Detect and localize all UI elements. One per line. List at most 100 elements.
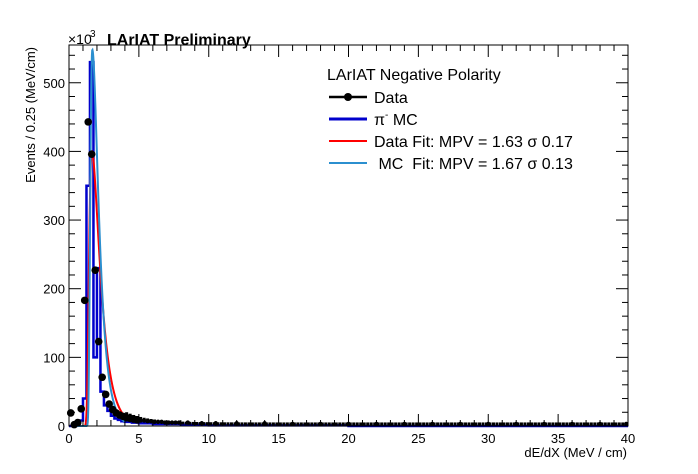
data-point-tail [264, 422, 268, 426]
data-point-tail [191, 421, 195, 425]
data-point-tail [481, 422, 485, 426]
data-point-tail [250, 422, 254, 426]
data-point-tail [369, 422, 373, 426]
data-point-tail [488, 422, 492, 426]
data-point-tail [603, 422, 607, 426]
data-point-tail [282, 422, 286, 426]
chart-header: LArIAT Preliminary [107, 32, 251, 49]
data-point-tail [338, 422, 342, 426]
data-point-tail [397, 422, 401, 426]
x-tick-label: 5 [135, 431, 142, 446]
data-point-tail [268, 422, 272, 426]
data-point-tail [359, 422, 363, 426]
data-point-tail [320, 422, 324, 426]
data-point-tail [198, 422, 202, 426]
y-tick-label: 400 [43, 144, 65, 159]
data-point-tail [142, 417, 146, 421]
data-point-tail [174, 421, 178, 425]
data-point-tail [362, 422, 366, 426]
data-point-tail [153, 419, 157, 423]
data-point-tail [327, 422, 331, 426]
data-point-tail [261, 422, 265, 426]
data-point [80, 296, 89, 305]
x-tick-label: 40 [621, 431, 635, 446]
legend-mc-fit-label: MC Fit: MPV = 1.67 σ 0.13 [374, 156, 573, 173]
data-point-tail [226, 422, 230, 426]
data-point-tail [373, 422, 377, 426]
data-point-tail [478, 422, 482, 426]
data-point-tail [464, 422, 468, 426]
data-point-tail [313, 422, 317, 426]
data-point-tail [352, 422, 356, 426]
data-point-tail [195, 421, 199, 425]
data-point-tail [222, 422, 226, 426]
data-point-tail [614, 422, 618, 426]
data-point-tail [348, 422, 352, 426]
data-point-tail [278, 422, 282, 426]
legend-entry-data-fit: Data Fit: MPV = 1.63 σ 0.17 [329, 134, 573, 151]
data-point-tail [540, 422, 544, 426]
data-point-tail [512, 422, 516, 426]
data-point-tail [146, 418, 150, 422]
x-tick-label: 25 [411, 431, 425, 446]
data-point-tail [429, 422, 433, 426]
data-point-tail [460, 422, 464, 426]
data-point-tail [418, 422, 422, 426]
x-axis-tick-labels: 0 5 10 15 20 25 30 35 40 [65, 431, 635, 446]
data-point-tail [523, 422, 527, 426]
data-point-tail [247, 422, 251, 426]
data-point-tail [607, 422, 611, 426]
data-point-tail [128, 413, 132, 417]
y-tick-label: 200 [43, 282, 65, 297]
legend-mc-label: π- MC [374, 110, 418, 129]
data-point-tail [408, 422, 412, 426]
data-point-tail [156, 419, 160, 423]
data-point-tail [547, 422, 551, 426]
data-point-tail [624, 422, 628, 426]
data-point-tail [184, 421, 188, 425]
data-point-tail [537, 422, 541, 426]
data-point-tail [310, 422, 314, 426]
data-point-tail [229, 422, 233, 426]
data-point-tail [474, 422, 478, 426]
data-point-tail [233, 422, 237, 426]
data-point-tail [509, 422, 513, 426]
exponent-power: 3 [90, 29, 96, 40]
exponent-prefix: ×10 [68, 31, 92, 47]
data-point [105, 400, 113, 408]
data-point-tail [582, 422, 586, 426]
data-point-tail [236, 422, 240, 426]
y-tick-label: 0 [58, 419, 65, 434]
data-point-tail [299, 422, 303, 426]
data-point-tail [498, 422, 502, 426]
data-point-tail [404, 422, 408, 426]
data-point-tail [533, 422, 537, 426]
legend-data-marker [344, 93, 352, 101]
data-point [84, 118, 93, 126]
legend-entry-mc: π- MC [329, 110, 418, 129]
data-point-tail [568, 422, 572, 426]
data-point-tail [289, 422, 293, 426]
data-point-tail [132, 414, 136, 418]
legend-title: LArIAT Negative Polarity [327, 67, 501, 84]
y-tick-label: 500 [43, 76, 65, 91]
data-point-tail [516, 422, 520, 426]
data-point-tail [202, 422, 206, 426]
data-point-tail [544, 422, 548, 426]
data-point-tail [554, 422, 558, 426]
data-point-tail [519, 422, 523, 426]
data-point-tail [170, 421, 174, 425]
data-point-tail [485, 422, 489, 426]
y-tick-label: 300 [43, 213, 65, 228]
data-point-tail [257, 422, 261, 426]
data-point-tail [271, 422, 275, 426]
data-point-tail [275, 422, 279, 426]
data-point-tail [401, 422, 405, 426]
y-axis-label: Events / 0.25 (MeV/cm) [23, 47, 38, 183]
data-point-tail [617, 422, 621, 426]
data-point-tail [457, 422, 461, 426]
x-tick-label: 20 [341, 431, 355, 446]
data-point [101, 390, 110, 399]
data-point-tail [355, 422, 359, 426]
